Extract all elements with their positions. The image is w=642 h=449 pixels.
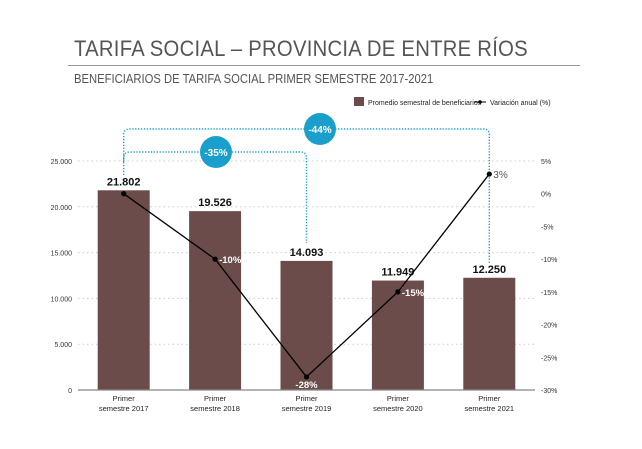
title-divider bbox=[68, 65, 580, 66]
line-point bbox=[395, 289, 401, 295]
right-tick-label: -10% bbox=[541, 257, 557, 264]
right-tick-label: -25% bbox=[541, 355, 557, 362]
bar-value-label: 12.250 bbox=[472, 264, 506, 276]
category-label: semestre 2020 bbox=[373, 404, 423, 413]
line-value-label: -10% bbox=[219, 255, 242, 266]
annotation-bubble bbox=[200, 136, 232, 168]
bar bbox=[97, 190, 150, 390]
category-label: semestre 2018 bbox=[190, 404, 240, 413]
line-value-label: -15% bbox=[402, 288, 425, 299]
right-tick-label: 5% bbox=[541, 159, 551, 166]
bar bbox=[280, 260, 333, 390]
category-label: Primer bbox=[295, 394, 318, 403]
right-tick-label: -5% bbox=[541, 224, 553, 231]
bar-value-label: 19.526 bbox=[198, 197, 232, 209]
legend-label-bars: Promedio semestral de beneficiarios bbox=[368, 100, 482, 107]
annotation-bubble bbox=[304, 113, 336, 145]
right-tick-label: -20% bbox=[541, 323, 557, 330]
bar-value-label: 21.802 bbox=[107, 176, 141, 188]
right-tick-label: 0% bbox=[541, 192, 551, 199]
category-label: Primer bbox=[387, 394, 410, 403]
category-label: Primer bbox=[204, 394, 227, 403]
chart-subtitle: BENEFICIARIOS DE TARIFA SOCIAL PRIMER SE… bbox=[74, 72, 434, 86]
line-point bbox=[121, 191, 127, 197]
left-tick-label: 15.000 bbox=[51, 251, 73, 258]
left-tick-label: 25.000 bbox=[51, 159, 73, 166]
bar bbox=[371, 280, 424, 390]
annotation-label: -44% bbox=[308, 125, 331, 136]
category-label: Primer bbox=[478, 394, 501, 403]
left-tick-label: 0 bbox=[68, 388, 72, 395]
category-label: semestre 2019 bbox=[282, 404, 332, 413]
legend-swatch-point bbox=[478, 100, 482, 104]
left-tick-label: 5.000 bbox=[54, 342, 72, 349]
line-value-label: 3% bbox=[493, 170, 508, 181]
category-label: Primer bbox=[113, 394, 136, 403]
bar-value-label: 11.949 bbox=[381, 267, 414, 279]
line-value-label: -28% bbox=[295, 380, 318, 391]
right-tick-label: -15% bbox=[541, 290, 557, 297]
line-point bbox=[486, 171, 492, 177]
category-label: semestre 2017 bbox=[99, 404, 149, 413]
legend-label-line: Variación anual (%) bbox=[490, 100, 551, 107]
bar bbox=[463, 277, 516, 390]
bar bbox=[189, 211, 242, 390]
line-point bbox=[212, 256, 218, 262]
bar-value-label: 14.093 bbox=[290, 247, 324, 259]
legend-swatch-bars bbox=[354, 97, 364, 106]
left-tick-label: 10.000 bbox=[51, 296, 73, 303]
category-label: semestre 2021 bbox=[464, 404, 514, 413]
page-title: TARIFA SOCIAL – PROVINCIA DE ENTRE RÍOS bbox=[74, 36, 528, 61]
left-tick-label: 20.000 bbox=[51, 205, 73, 212]
right-tick-label: -30% bbox=[541, 388, 557, 395]
annotation-label: -35% bbox=[204, 148, 227, 159]
line-point bbox=[303, 374, 310, 380]
